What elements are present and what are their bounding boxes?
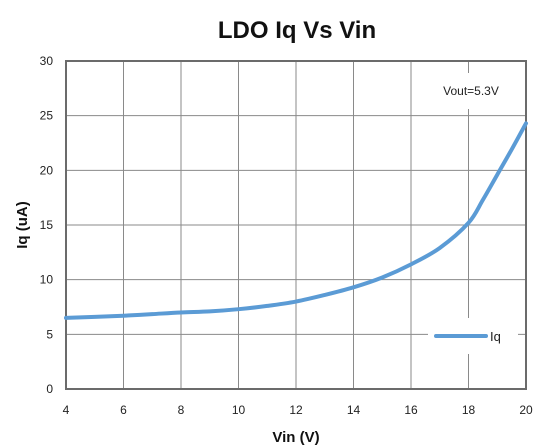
y-axis-label: Iq (uA) (14, 201, 31, 248)
y-tick-label: 5 (46, 327, 53, 341)
x-tick-label: 18 (462, 403, 476, 417)
x-tick-label: 8 (178, 403, 185, 417)
chart-title: LDO Iq Vs Vin (218, 17, 376, 44)
legend: Iq (428, 318, 518, 354)
x-tick-label: 12 (289, 403, 303, 417)
grid-lines (66, 61, 526, 389)
x-tick-label: 6 (120, 403, 127, 417)
y-tick-label: 30 (40, 54, 54, 68)
y-axis-ticks: 0 5 10 15 20 25 30 (40, 54, 54, 396)
x-tick-label: 4 (63, 403, 70, 417)
vout-annotation: Vout=5.3V (443, 84, 499, 98)
x-tick-label: 10 (232, 403, 246, 417)
series-layer (64, 121, 528, 320)
x-axis-label: Vin (V) (272, 429, 319, 446)
series-line-iq (64, 121, 528, 320)
y-tick-label: 20 (40, 163, 54, 177)
y-tick-label: 10 (40, 273, 54, 287)
y-tick-label: 15 (40, 218, 54, 232)
plot-border (65, 60, 527, 390)
x-tick-label: 20 (519, 403, 533, 417)
y-tick-label: 0 (46, 382, 53, 396)
legend-label-iq: Iq (490, 329, 501, 344)
x-axis-ticks: 4 6 8 10 12 14 16 18 20 (63, 403, 533, 417)
x-tick-label: 14 (347, 403, 361, 417)
annotation-box: Vout=5.3V (428, 73, 520, 109)
x-tick-label: 16 (404, 403, 418, 417)
y-tick-label: 25 (40, 109, 54, 123)
